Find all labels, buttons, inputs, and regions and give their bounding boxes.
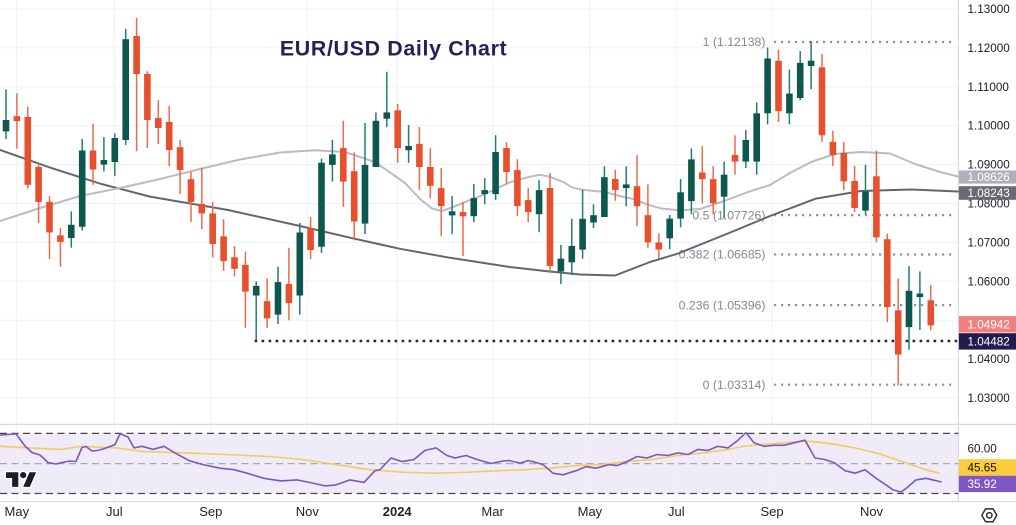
svg-text:0.382 (1.06685): 0.382 (1.06685)	[679, 248, 766, 262]
svg-text:May: May	[578, 504, 603, 519]
svg-text:1.10000: 1.10000	[968, 120, 1011, 133]
svg-text:1.08243: 1.08243	[968, 187, 1010, 200]
svg-text:2024: 2024	[383, 504, 413, 519]
svg-text:1.04000: 1.04000	[968, 353, 1011, 366]
svg-text:Sep: Sep	[199, 504, 222, 519]
svg-text:Jul: Jul	[106, 504, 123, 519]
svg-text:1.13000: 1.13000	[968, 3, 1011, 16]
svg-text:Nov: Nov	[296, 504, 320, 519]
svg-text:1.08626: 1.08626	[968, 171, 1010, 184]
svg-text:45.65: 45.65	[968, 461, 998, 474]
svg-text:Sep: Sep	[761, 504, 784, 519]
svg-text:0 (1.03314): 0 (1.03314)	[703, 378, 766, 392]
svg-text:1.04482: 1.04482	[968, 335, 1010, 348]
svg-text:1.09000: 1.09000	[968, 159, 1011, 172]
svg-text:60.00: 60.00	[968, 443, 998, 456]
svg-text:0.236 (1.05396): 0.236 (1.05396)	[679, 298, 766, 312]
svg-text:1.06000: 1.06000	[968, 275, 1011, 288]
svg-text:May: May	[5, 504, 30, 519]
svg-text:35.92: 35.92	[968, 478, 997, 491]
svg-text:1.03000: 1.03000	[968, 392, 1011, 405]
svg-text:1.07000: 1.07000	[968, 236, 1011, 249]
svg-text:Jul: Jul	[668, 504, 685, 519]
svg-text:1 (1.12138): 1 (1.12138)	[703, 35, 766, 49]
svg-text:Mar: Mar	[481, 504, 504, 519]
svg-text:0.5 (1.07726): 0.5 (1.07726)	[692, 208, 765, 222]
svg-text:1.11000: 1.11000	[968, 81, 1010, 94]
svg-text:EUR/USD Daily Chart: EUR/USD Daily Chart	[280, 37, 508, 61]
svg-text:1.08000: 1.08000	[968, 198, 1011, 211]
svg-text:1.12000: 1.12000	[968, 42, 1011, 55]
svg-text:1.04942: 1.04942	[968, 318, 1010, 331]
svg-text:Nov: Nov	[860, 504, 884, 519]
